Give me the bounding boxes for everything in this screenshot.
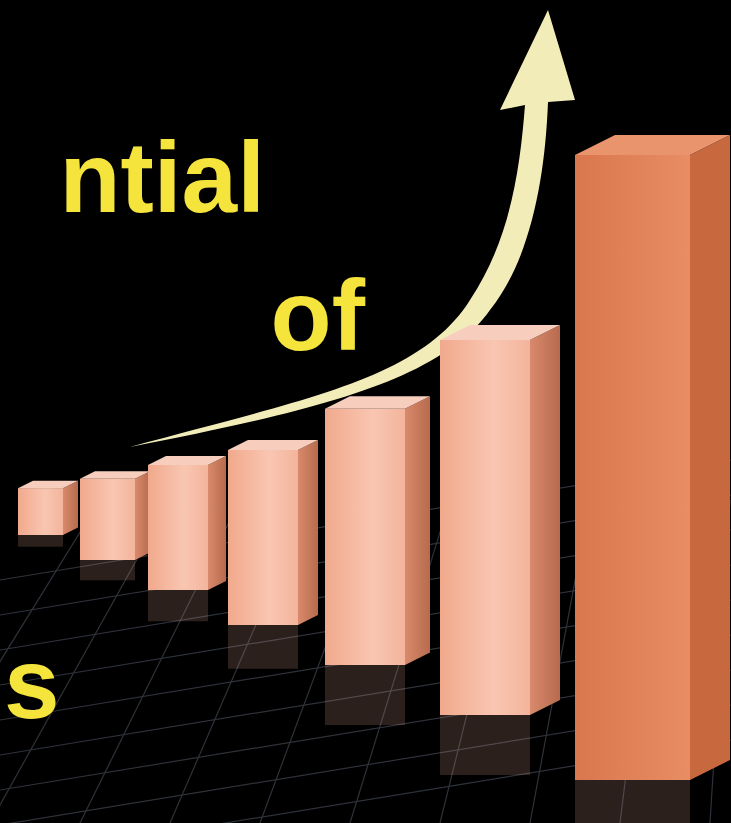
annotation: ntial — [59, 121, 265, 233]
bar-reflection — [228, 625, 298, 669]
bar-reflection — [440, 715, 530, 775]
annotation: of — [271, 259, 366, 371]
bar-top — [148, 456, 226, 465]
annotation: s — [4, 627, 60, 739]
bar — [18, 481, 78, 547]
bar-front — [228, 450, 298, 625]
bar-side — [208, 456, 226, 590]
chart: ntialof s — [0, 0, 731, 823]
bar-side — [690, 135, 730, 780]
bar-reflection — [325, 665, 405, 725]
bar-top — [440, 325, 560, 340]
bar-front — [80, 479, 135, 560]
bar — [440, 325, 560, 775]
bar-front — [440, 340, 530, 715]
bar-front — [18, 488, 63, 535]
bar — [325, 396, 430, 725]
bar-top — [18, 481, 78, 489]
bar-reflection — [18, 535, 63, 547]
bar — [575, 135, 730, 823]
bar-front — [148, 465, 208, 590]
bar-top — [325, 396, 430, 409]
bar-reflection — [575, 780, 690, 823]
bar-side — [63, 481, 78, 535]
bar-side — [298, 440, 318, 625]
bar-top — [228, 440, 318, 450]
bar-side — [135, 471, 150, 560]
bar-top — [80, 471, 150, 479]
bar-top — [575, 135, 730, 155]
bar — [228, 440, 318, 669]
bar — [148, 456, 226, 621]
background — [0, 0, 731, 823]
bars — [18, 135, 730, 823]
bar — [80, 471, 150, 580]
bar-front — [325, 409, 405, 665]
bar-front — [575, 155, 690, 780]
bar-side — [530, 325, 560, 715]
bar-reflection — [80, 560, 135, 580]
bar-side — [405, 396, 430, 665]
bar-reflection — [148, 590, 208, 621]
